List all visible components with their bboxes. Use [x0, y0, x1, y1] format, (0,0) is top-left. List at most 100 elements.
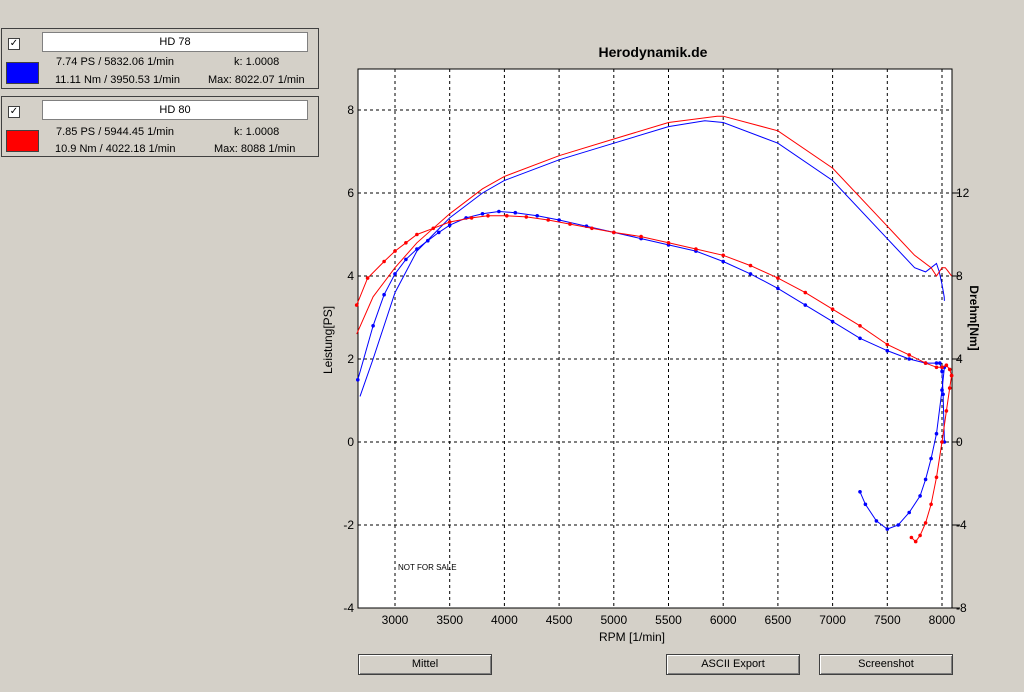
y2-tick-label: 12: [956, 186, 970, 200]
data-point: [393, 249, 397, 253]
data-point: [929, 502, 933, 507]
x-tick-label: 6500: [765, 613, 792, 627]
data-point: [949, 373, 954, 378]
data-point: [557, 218, 561, 222]
data-point: [858, 324, 862, 328]
data-point: [947, 367, 952, 372]
grid: [358, 69, 952, 609]
x-axis-label: RPM [1/min]: [599, 630, 665, 644]
data-point: [590, 226, 594, 231]
x-tick-label: 3000: [382, 613, 409, 627]
data-point: [896, 523, 900, 527]
x-tick-label: 6000: [710, 613, 737, 627]
data-point: [426, 238, 430, 243]
series-checkbox-hd78[interactable]: ✓: [8, 38, 20, 50]
data-point: [885, 527, 890, 531]
data-point: [535, 214, 539, 218]
data-point: [923, 361, 928, 365]
series-name-field-hd80[interactable]: HD 80: [42, 100, 308, 120]
max-rpm: Max: 8088 1/min: [214, 143, 296, 155]
data-point: [546, 218, 550, 222]
data-point: [907, 510, 911, 515]
data-point: [748, 272, 753, 276]
x-tick-label: 5500: [655, 613, 682, 627]
data-point: [469, 216, 474, 220]
data-point: [497, 209, 501, 214]
data-point: [913, 539, 918, 544]
y2-tick-label: 4: [956, 352, 963, 366]
y2-axis-label: Drehm[Nm]: [967, 285, 981, 350]
data-point: [830, 319, 835, 324]
data-point: [803, 290, 808, 295]
y2-tick-label: 0: [956, 435, 963, 449]
y-tick-label: -2: [343, 518, 354, 532]
data-point: [923, 521, 928, 525]
series-lines: [354, 115, 954, 544]
chart-title: Herodynamik.de: [599, 44, 708, 60]
series-color-swatch-hd78[interactable]: [6, 62, 39, 84]
data-point: [431, 226, 436, 231]
data-point: [874, 519, 879, 523]
torque-readout: 10.9 Nm / 4022.18 1/min: [55, 143, 176, 155]
series-checkbox-hd80[interactable]: ✓: [8, 106, 20, 118]
data-point: [885, 348, 890, 353]
screenshot-button[interactable]: Screenshot: [819, 654, 953, 675]
data-point: [947, 386, 952, 390]
power-readout: 7.85 PS / 5944.45 1/min: [56, 126, 175, 138]
data-point: [354, 303, 359, 307]
data-point: [371, 324, 375, 328]
series-name-field-hd78[interactable]: HD 78: [42, 32, 308, 52]
data-point: [382, 292, 386, 297]
data-point: [944, 363, 949, 368]
data-point: [776, 286, 780, 291]
data-point: [612, 230, 616, 235]
data-point: [356, 378, 360, 382]
y-tick-label: 0: [347, 435, 354, 449]
data-point: [505, 214, 509, 218]
axis-ticks: 3000 3500 4000 4500 5000 5500 6000 6500 7000 7500…: [343, 103, 969, 627]
data-point: [938, 361, 942, 365]
y-axis-label: Leistung[PS]: [321, 306, 335, 374]
y2-tick-label: -8: [956, 601, 967, 615]
x-tick-label: 3500: [436, 613, 463, 627]
y-tick-label: 4: [347, 269, 354, 283]
data-point: [934, 361, 939, 365]
power-readout: 7.74 PS / 5832.06 1/min: [56, 56, 175, 68]
series-color-swatch-hd80[interactable]: [6, 130, 39, 152]
data-point: [415, 232, 419, 237]
data-point: [694, 247, 698, 251]
data-point: [365, 276, 370, 280]
data-point: [934, 365, 939, 370]
data-point: [666, 241, 671, 245]
data-point: [639, 234, 643, 239]
data-point: [415, 247, 419, 251]
k-factor: k: 1.0008: [234, 56, 280, 68]
series-line-hd78-torque: [859, 367, 945, 530]
data-point: [382, 259, 386, 264]
max-rpm: Max: 8022.07 1/min: [208, 74, 305, 86]
data-point: [940, 388, 944, 392]
ascii-export-button[interactable]: ASCII Export: [666, 654, 800, 675]
series-line-hd78-power: [359, 120, 945, 397]
mittel-button[interactable]: Mittel: [358, 654, 492, 675]
data-point: [863, 502, 868, 507]
torque-readout: 11.11 Nm / 3950.53 1/min: [55, 74, 180, 86]
x-tick-label: 7000: [819, 613, 846, 627]
data-point: [929, 456, 933, 461]
y-tick-label: 8: [347, 103, 354, 117]
data-point: [486, 214, 490, 218]
data-point: [447, 220, 452, 224]
data-point: [721, 253, 725, 258]
series-line-hd78-torque: [357, 210, 945, 443]
data-point: [513, 210, 518, 215]
x-tick-label: 8000: [929, 613, 956, 627]
y-tick-label: -4: [343, 601, 354, 615]
data-point: [404, 241, 408, 245]
data-point: [941, 392, 945, 397]
x-tick-label: 4500: [546, 613, 573, 627]
data-point: [909, 535, 914, 540]
legend-panel-hd80: ✓ HD 80 7.85 PS / 5944.45 1/min k: 1.000…: [1, 96, 319, 157]
data-point: [480, 212, 485, 216]
data-point: [393, 272, 397, 276]
